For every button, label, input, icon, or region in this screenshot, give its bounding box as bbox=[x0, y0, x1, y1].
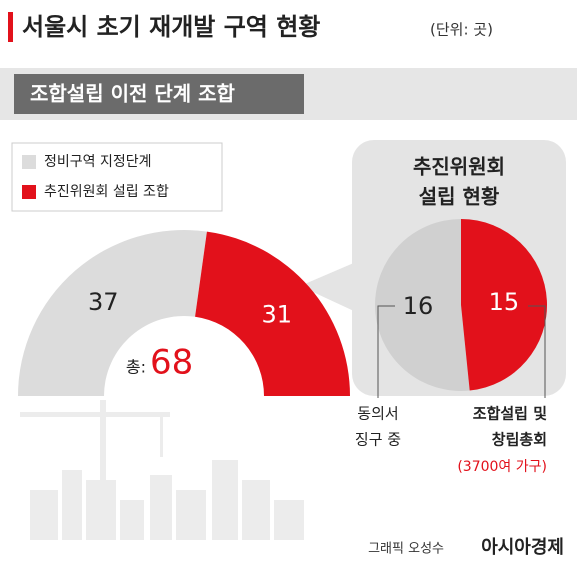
pie-title: 추진위원회 bbox=[413, 155, 505, 179]
leader-line bbox=[377, 305, 395, 398]
legend-box bbox=[11, 142, 223, 212]
legend-label: 추진위원회 설립 조합 bbox=[44, 184, 169, 200]
section-box bbox=[14, 74, 304, 114]
section-title: 조합설립 이전 단계 조합 bbox=[30, 82, 235, 106]
annotation: (3700여 가구) bbox=[457, 459, 547, 475]
pie-title: 설립 현황 bbox=[419, 185, 500, 209]
legend-label: 정비구역 지정단계 bbox=[44, 154, 152, 170]
unit: (단위: 곳) bbox=[430, 21, 493, 39]
title-accent bbox=[8, 12, 13, 42]
category-label: 창립총회 bbox=[492, 431, 547, 449]
category-label: 조합설립 및 bbox=[473, 405, 547, 423]
pie-slice bbox=[461, 219, 547, 391]
legend-swatch bbox=[22, 185, 36, 199]
category-label: 징구 중 bbox=[355, 431, 401, 449]
pie-slice bbox=[374, 219, 470, 391]
leader-line bbox=[528, 305, 546, 398]
value-label: 37 bbox=[88, 288, 119, 316]
callout-pointer bbox=[300, 262, 356, 312]
credit: 그래픽 오성수 bbox=[368, 542, 444, 557]
skyline bbox=[20, 400, 304, 540]
category-label: 동의서 bbox=[357, 405, 398, 423]
total-label: 총: bbox=[126, 358, 146, 377]
donut-segment bbox=[195, 231, 350, 396]
legend-swatch bbox=[22, 155, 36, 169]
value-label: 16 bbox=[403, 292, 434, 320]
donut-segment bbox=[18, 230, 207, 396]
title: 서울시 초기 재개발 구역 현황 bbox=[22, 13, 320, 41]
total-value: 68 bbox=[150, 343, 193, 383]
value-label: 15 bbox=[489, 288, 520, 316]
brand: 아시아경제 bbox=[481, 537, 564, 558]
value-label: 31 bbox=[262, 300, 293, 328]
